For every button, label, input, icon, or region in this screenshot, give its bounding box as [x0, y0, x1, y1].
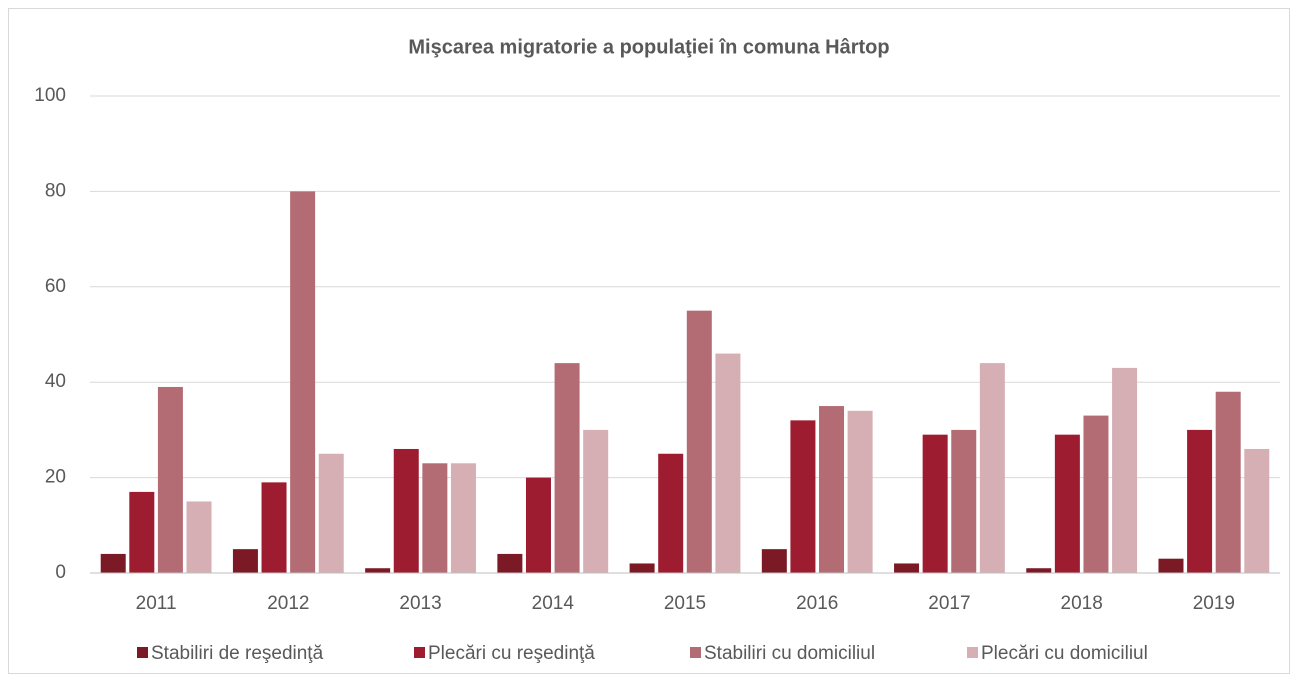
- x-tick-label: 2017: [928, 593, 970, 614]
- chart-border: [8, 8, 1290, 674]
- y-tick-label: 80: [45, 180, 66, 201]
- bar: [318, 453, 344, 573]
- bar: [583, 429, 609, 573]
- y-tick-label: 100: [34, 85, 66, 106]
- legend-label: Stabiliri cu domiciliul: [704, 643, 875, 664]
- bar: [1187, 429, 1213, 573]
- bar: [1244, 448, 1270, 573]
- bar: [525, 477, 551, 573]
- bar: [819, 406, 845, 573]
- bar: [1054, 434, 1080, 573]
- x-tick-label: 2014: [532, 593, 575, 614]
- bar: [658, 453, 684, 573]
- y-tick-label: 20: [45, 467, 66, 488]
- bar: [951, 429, 977, 573]
- legend-label: Plecări cu reşedinţă: [428, 643, 595, 664]
- bar: [393, 448, 419, 573]
- bar: [686, 310, 712, 573]
- bar: [290, 191, 316, 573]
- bar: [1215, 391, 1241, 573]
- x-tick-label: 2013: [399, 593, 441, 614]
- bar: [1083, 415, 1109, 573]
- y-tick-label: 60: [45, 276, 66, 297]
- bar: [979, 363, 1005, 573]
- x-tick-label: 2018: [1061, 593, 1103, 614]
- y-tick-label: 40: [45, 371, 66, 392]
- bar: [450, 463, 476, 573]
- x-tick-label: 2012: [267, 593, 309, 614]
- x-tick-label: 2019: [1193, 593, 1235, 614]
- bar: [1112, 367, 1138, 573]
- bar: [157, 386, 183, 573]
- bar: [847, 410, 873, 573]
- legend-swatch: [967, 647, 978, 658]
- legend-label: Stabiliri de reşedinţă: [151, 643, 324, 664]
- bar: [790, 420, 816, 573]
- y-tick-label: 0: [55, 562, 66, 583]
- bar: [554, 363, 580, 573]
- legend-swatch: [690, 647, 701, 658]
- bar: [100, 553, 126, 573]
- x-tick-label: 2015: [664, 593, 706, 614]
- bar: [761, 549, 787, 573]
- bar: [922, 434, 948, 573]
- bar: [186, 501, 212, 573]
- bar: [422, 463, 448, 573]
- bar: [261, 482, 287, 573]
- bar: [497, 553, 523, 573]
- bar: [629, 563, 655, 573]
- bar: [365, 568, 391, 573]
- x-tick-label: 2011: [136, 593, 177, 614]
- bar: [894, 563, 920, 573]
- chart-title: Mişcarea migratorie a populaţiei în comu…: [408, 36, 889, 58]
- legend-swatch: [414, 647, 425, 658]
- bar: [715, 353, 741, 573]
- bar: [129, 491, 155, 573]
- legend-swatch: [137, 647, 148, 658]
- bar: [232, 549, 258, 573]
- bar: [1158, 558, 1184, 573]
- legend-label: Plecări cu domiciliul: [981, 643, 1148, 664]
- x-tick-label: 2016: [796, 593, 838, 614]
- bar: [1026, 568, 1052, 573]
